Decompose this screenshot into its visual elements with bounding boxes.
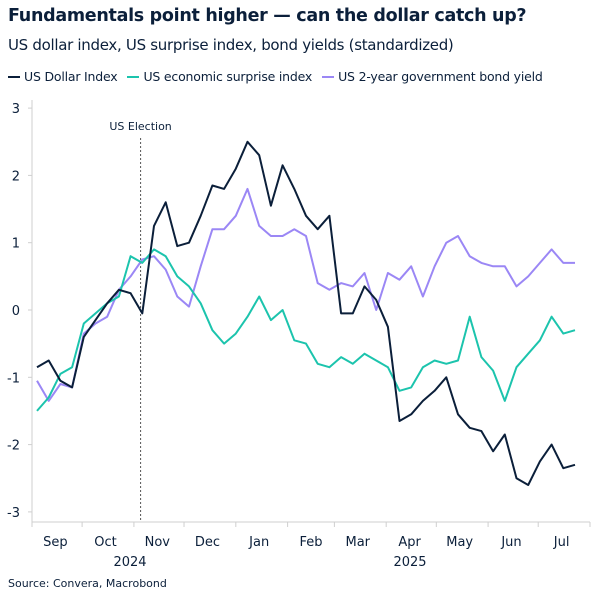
x-tick-label: Mar — [346, 535, 371, 550]
x-tick-label: May — [446, 535, 473, 550]
x-year-label: 2025 — [393, 555, 426, 570]
source-note: Source: Convera, Macrobond — [8, 577, 167, 590]
y-tick-label: 3 — [12, 102, 20, 117]
x-tick-label: Oct — [94, 535, 116, 550]
election-label: US Election — [109, 120, 171, 133]
legend-item-yield: US 2-year government bond yield — [322, 69, 543, 84]
chart-title: Fundamentals point higher — can the doll… — [8, 6, 527, 26]
legend-item-dxy: US Dollar Index — [8, 69, 118, 84]
series-line-surprise — [36, 248, 576, 412]
series-line-yield — [36, 187, 575, 402]
legend: US Dollar Index US economic surprise ind… — [8, 69, 543, 84]
legend-label: US 2-year government bond yield — [338, 69, 543, 84]
y-tick-label: 2 — [12, 169, 20, 184]
legend-item-surprise: US economic surprise index — [127, 69, 312, 84]
y-tick-label: -1 — [7, 371, 20, 386]
x-tick-label: Dec — [195, 535, 220, 550]
x-tick-label: Apr — [398, 535, 421, 550]
x-tick-label: Jul — [553, 535, 570, 550]
y-tick-label: 0 — [12, 304, 20, 319]
y-tick-label: -2 — [7, 439, 20, 454]
x-tick-label: Nov — [145, 535, 171, 550]
y-tick-label: -3 — [7, 506, 20, 521]
x-tick-label: Sep — [43, 535, 68, 550]
legend-label: US economic surprise index — [143, 69, 313, 84]
x-tick-label: Feb — [299, 535, 322, 550]
series-line-dxy — [36, 140, 576, 486]
y-tick-label: 1 — [12, 237, 20, 252]
x-tick-label: Jun — [500, 535, 521, 550]
legend-swatch — [127, 75, 140, 78]
x-year-label: 2024 — [113, 555, 146, 570]
chart-subtitle: US dollar index, US surprise index, bond… — [8, 36, 454, 54]
legend-swatch — [8, 75, 20, 78]
x-tick-label: Jan — [248, 535, 269, 550]
legend-swatch — [322, 75, 335, 78]
legend-label: US Dollar Index — [24, 69, 118, 84]
